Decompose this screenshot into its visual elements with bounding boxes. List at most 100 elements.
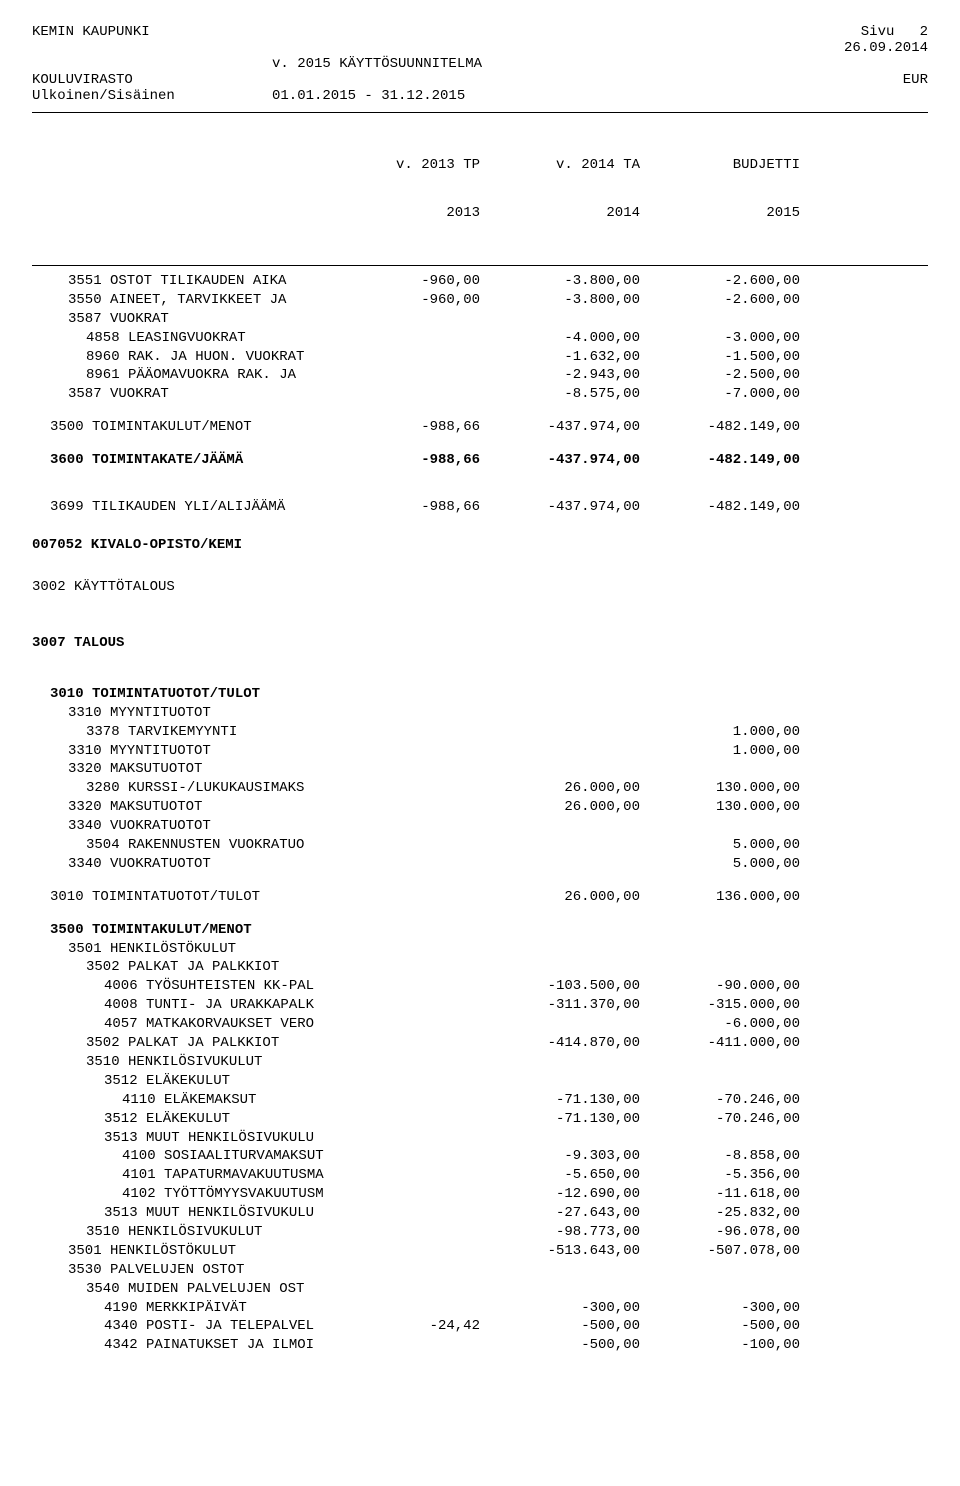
row-value: -96.078,00	[652, 1223, 812, 1242]
row-value	[352, 1166, 492, 1185]
page-label: Sivu	[861, 24, 895, 40]
row-value: -300,00	[652, 1299, 812, 1318]
row-value: -482.149,00	[652, 451, 812, 470]
row-value	[652, 940, 812, 959]
column-headers: v. 2013 TP 2013 v. 2014 TA 2014 BUDJETTI…	[32, 119, 928, 259]
row-value	[492, 1072, 652, 1091]
table-row: 3699 TILIKAUDEN YLI/ALIJÄÄMÄ-988,66-437.…	[32, 498, 928, 517]
row-label: 3500 TOIMINTAKULUT/MENOT	[32, 418, 352, 437]
table-row: 3513 MUUT HENKILÖSIVUKULU-27.643,00-25.8…	[32, 1204, 928, 1223]
row-value	[352, 310, 492, 329]
row-value: -500,00	[652, 1317, 812, 1336]
row-value: 1.000,00	[652, 723, 812, 742]
row-value	[352, 704, 492, 723]
table-row: 3378 TARVIKEMYYNTI1.000,00	[32, 723, 928, 742]
sum-row: 3699 TILIKAUDEN YLI/ALIJÄÄMÄ-988,66-437.…	[32, 498, 928, 517]
row-label: 3513 MUUT HENKILÖSIVUKULU	[32, 1129, 352, 1148]
row-value: -103.500,00	[492, 977, 652, 996]
row-value: -9.303,00	[492, 1147, 652, 1166]
row-value: -960,00	[352, 291, 492, 310]
row-value	[352, 798, 492, 817]
row-value	[352, 685, 492, 704]
row-value	[352, 1110, 492, 1129]
row-value: -411.000,00	[652, 1034, 812, 1053]
row-value: -500,00	[492, 1317, 652, 1336]
table-row: 3540 MUIDEN PALVELUJEN OST	[32, 1280, 928, 1299]
row-value	[352, 958, 492, 977]
table-row: 3587 VUOKRAT	[32, 310, 928, 329]
row-value	[492, 1129, 652, 1148]
row-value	[652, 1129, 812, 1148]
table-row: 8961 PÄÄOMAVUOKRA RAK. JA-2.943,00-2.500…	[32, 366, 928, 385]
row-value	[352, 1336, 492, 1355]
rows-block-2: 3010 TOIMINTATUOTOT/TULOT 3310 MYYNTITUOT…	[32, 685, 928, 874]
row-value	[652, 921, 812, 940]
row-value: -70.246,00	[652, 1110, 812, 1129]
table-row: 4101 TAPATURMAVAKUUTUSMA-5.650,00-5.356,…	[32, 1166, 928, 1185]
table-row: 4858 LEASINGVUOKRAT-4.000,00-3.000,00	[32, 329, 928, 348]
row-value	[352, 1185, 492, 1204]
plan-line: v. 2015 KÄYTTÖSUUNNITELMA	[272, 56, 592, 72]
col2-line1: v. 2014 TA	[492, 157, 640, 173]
row-value: -12.690,00	[492, 1185, 652, 1204]
row-value	[352, 940, 492, 959]
table-row: 3550 AINEET, TARVIKKEET JA-960,00-3.800,…	[32, 291, 928, 310]
row-value: -311.370,00	[492, 996, 652, 1015]
row-value	[352, 1129, 492, 1148]
table-row: 3512 ELÄKEKULUT	[32, 1072, 928, 1091]
report-date: 26.09.2014	[592, 40, 928, 56]
row-value	[492, 1280, 652, 1299]
row-value: -988,66	[352, 451, 492, 470]
row-value: -437.974,00	[492, 498, 652, 517]
row-label: 8961 PÄÄOMAVUOKRA RAK. JA	[32, 366, 352, 385]
row-label: 3502 PALKAT JA PALKKIOT	[32, 1034, 352, 1053]
row-label: 3510 HENKILÖSIVUKULUT	[32, 1053, 352, 1072]
row-value: -3.000,00	[652, 329, 812, 348]
row-value	[352, 1223, 492, 1242]
row-value	[352, 888, 492, 907]
row-value	[352, 385, 492, 404]
row-value	[492, 958, 652, 977]
row-label: 4110 ELÄKEMAKSUT	[32, 1091, 352, 1110]
row-value	[352, 348, 492, 367]
row-value: -7.000,00	[652, 385, 812, 404]
row-value: 130.000,00	[652, 798, 812, 817]
row-label: 3010 TOIMINTATUOTOT/TULOT	[32, 685, 352, 704]
row-value	[652, 817, 812, 836]
row-label: 3320 MAKSUTUOTOT	[32, 798, 352, 817]
row-value	[352, 855, 492, 874]
row-value	[652, 1280, 812, 1299]
row-value: 130.000,00	[652, 779, 812, 798]
row-value	[352, 779, 492, 798]
table-row: 3320 MAKSUTUOTOT	[32, 760, 928, 779]
row-label: 3501 HENKILÖSTÖKULUT	[32, 940, 352, 959]
row-value: -3.800,00	[492, 291, 652, 310]
table-row: 4342 PAINATUKSET JA ILMOI -500,00-100,00	[32, 1336, 928, 1355]
row-value	[352, 921, 492, 940]
table-row: 3340 VUOKRATUOTOT	[32, 817, 928, 836]
row-value	[352, 1280, 492, 1299]
row-label: 4100 SOSIAALITURVAMAKSUT	[32, 1147, 352, 1166]
row-value: -11.618,00	[652, 1185, 812, 1204]
row-label: 4858 LEASINGVUOKRAT	[32, 329, 352, 348]
row-value	[352, 1091, 492, 1110]
row-value	[492, 685, 652, 704]
row-value	[352, 817, 492, 836]
row-label: 3310 MYYNTITUOTOT	[32, 742, 352, 761]
row-value: -100,00	[652, 1336, 812, 1355]
row-value: -315.000,00	[652, 996, 812, 1015]
row-value	[352, 836, 492, 855]
period: 01.01.2015 - 31.12.2015	[272, 88, 592, 104]
row-label: 3587 VUOKRAT	[32, 385, 352, 404]
row-value: 136.000,00	[652, 888, 812, 907]
row-value	[352, 1072, 492, 1091]
table-row: 3320 MAKSUTUOTOT26.000,00130.000,00	[32, 798, 928, 817]
row-value: -500,00	[492, 1336, 652, 1355]
row-label: 4342 PAINATUKSET JA ILMOI	[32, 1336, 352, 1355]
row-value: -507.078,00	[652, 1242, 812, 1261]
row-value: -513.643,00	[492, 1242, 652, 1261]
table-row: 3310 MYYNTITUOTOT1.000,00	[32, 742, 928, 761]
scope: Ulkoinen/Sisäinen	[32, 88, 272, 104]
row-label: 4102 TYÖTTÖMYYSVAKUUTUSM	[32, 1185, 352, 1204]
row-value	[492, 1261, 652, 1280]
